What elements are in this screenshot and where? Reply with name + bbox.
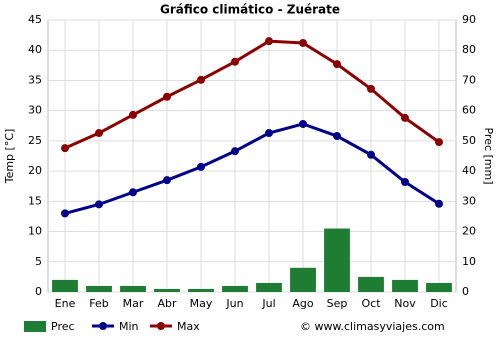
marker xyxy=(61,209,69,218)
x-tick-label: Abr xyxy=(157,297,177,310)
bar xyxy=(392,279,418,292)
x-tick-label: Jul xyxy=(261,297,275,310)
marker xyxy=(435,138,443,147)
marker xyxy=(95,129,103,138)
marker xyxy=(231,147,239,156)
x-tick-label: Nov xyxy=(394,297,416,310)
x-tick-label: Mar xyxy=(123,297,144,310)
marker xyxy=(129,110,137,119)
x-tick-label: Sep xyxy=(327,297,348,310)
y-tick-label: 35 xyxy=(28,73,42,86)
marker xyxy=(197,162,205,171)
x-tick-label: Jun xyxy=(225,297,243,310)
legend-marker xyxy=(157,322,165,330)
marker xyxy=(265,37,273,46)
legend-label: Max xyxy=(177,320,200,333)
y2-tick-label: 70 xyxy=(462,73,476,86)
bar xyxy=(222,285,248,292)
y2-tick-label: 10 xyxy=(462,255,476,268)
marker xyxy=(299,38,307,47)
y2-tick-label: 20 xyxy=(462,225,476,238)
y2-tick-label: 30 xyxy=(462,194,476,207)
marker xyxy=(367,84,375,93)
y2-tick-label: 60 xyxy=(462,104,476,117)
marker xyxy=(299,119,307,128)
bar xyxy=(256,282,282,292)
bar xyxy=(188,288,214,292)
y-tick-label: 15 xyxy=(28,194,42,207)
bar xyxy=(426,282,452,292)
x-tick-label: Dic xyxy=(430,297,448,310)
line xyxy=(64,122,440,215)
x-tick-label: Feb xyxy=(89,297,108,310)
y-tick-label: 40 xyxy=(28,43,42,56)
y-tick-label: 45 xyxy=(28,13,42,26)
x-tick-label: Ago xyxy=(292,297,314,310)
y-tick-label: 30 xyxy=(28,104,42,117)
marker xyxy=(163,176,171,185)
marker xyxy=(231,57,239,66)
legend-marker xyxy=(99,322,107,330)
y2-tick-label: 90 xyxy=(462,13,476,26)
source: © www.climasyviajes.com xyxy=(300,320,445,333)
legend-label: Min xyxy=(119,320,139,333)
y-tick-label: 0 xyxy=(35,285,42,298)
bar xyxy=(52,279,78,292)
marker xyxy=(333,60,341,69)
marker xyxy=(163,92,171,101)
y-tick-label: 25 xyxy=(28,134,42,147)
x-tick-label: Ene xyxy=(55,297,76,310)
marker xyxy=(265,129,273,138)
y2-tick-label: 50 xyxy=(462,134,476,147)
y-axis-label: Temp [°C] xyxy=(3,129,16,185)
y-tick-label: 10 xyxy=(28,225,42,238)
x-tick-label: Oct xyxy=(361,297,381,310)
marker xyxy=(401,177,409,186)
bar xyxy=(154,288,180,292)
marker xyxy=(61,144,69,153)
y2-tick-label: 0 xyxy=(462,285,469,298)
y2-tick-label: 80 xyxy=(462,43,476,56)
marker xyxy=(401,113,409,122)
legend-swatch xyxy=(24,321,46,332)
bar xyxy=(324,228,350,292)
bar xyxy=(86,285,112,292)
y2-axis-label: Prec [mm] xyxy=(482,127,495,184)
y-tick-label: 5 xyxy=(35,255,42,268)
y2-tick-label: 40 xyxy=(462,164,476,177)
marker xyxy=(435,199,443,208)
y-tick-label: 20 xyxy=(28,164,42,177)
legend-label: Prec xyxy=(51,320,75,333)
marker xyxy=(197,75,205,84)
bar xyxy=(120,285,146,292)
bar xyxy=(358,276,384,292)
plot-frame xyxy=(47,19,457,293)
x-tick-label: May xyxy=(190,297,213,310)
marker xyxy=(95,200,103,209)
bar xyxy=(290,267,316,292)
line xyxy=(64,39,440,150)
marker xyxy=(367,150,375,159)
marker xyxy=(333,132,341,141)
chart-title: Gráfico climático - Zuérate xyxy=(160,3,340,17)
marker xyxy=(129,188,137,197)
